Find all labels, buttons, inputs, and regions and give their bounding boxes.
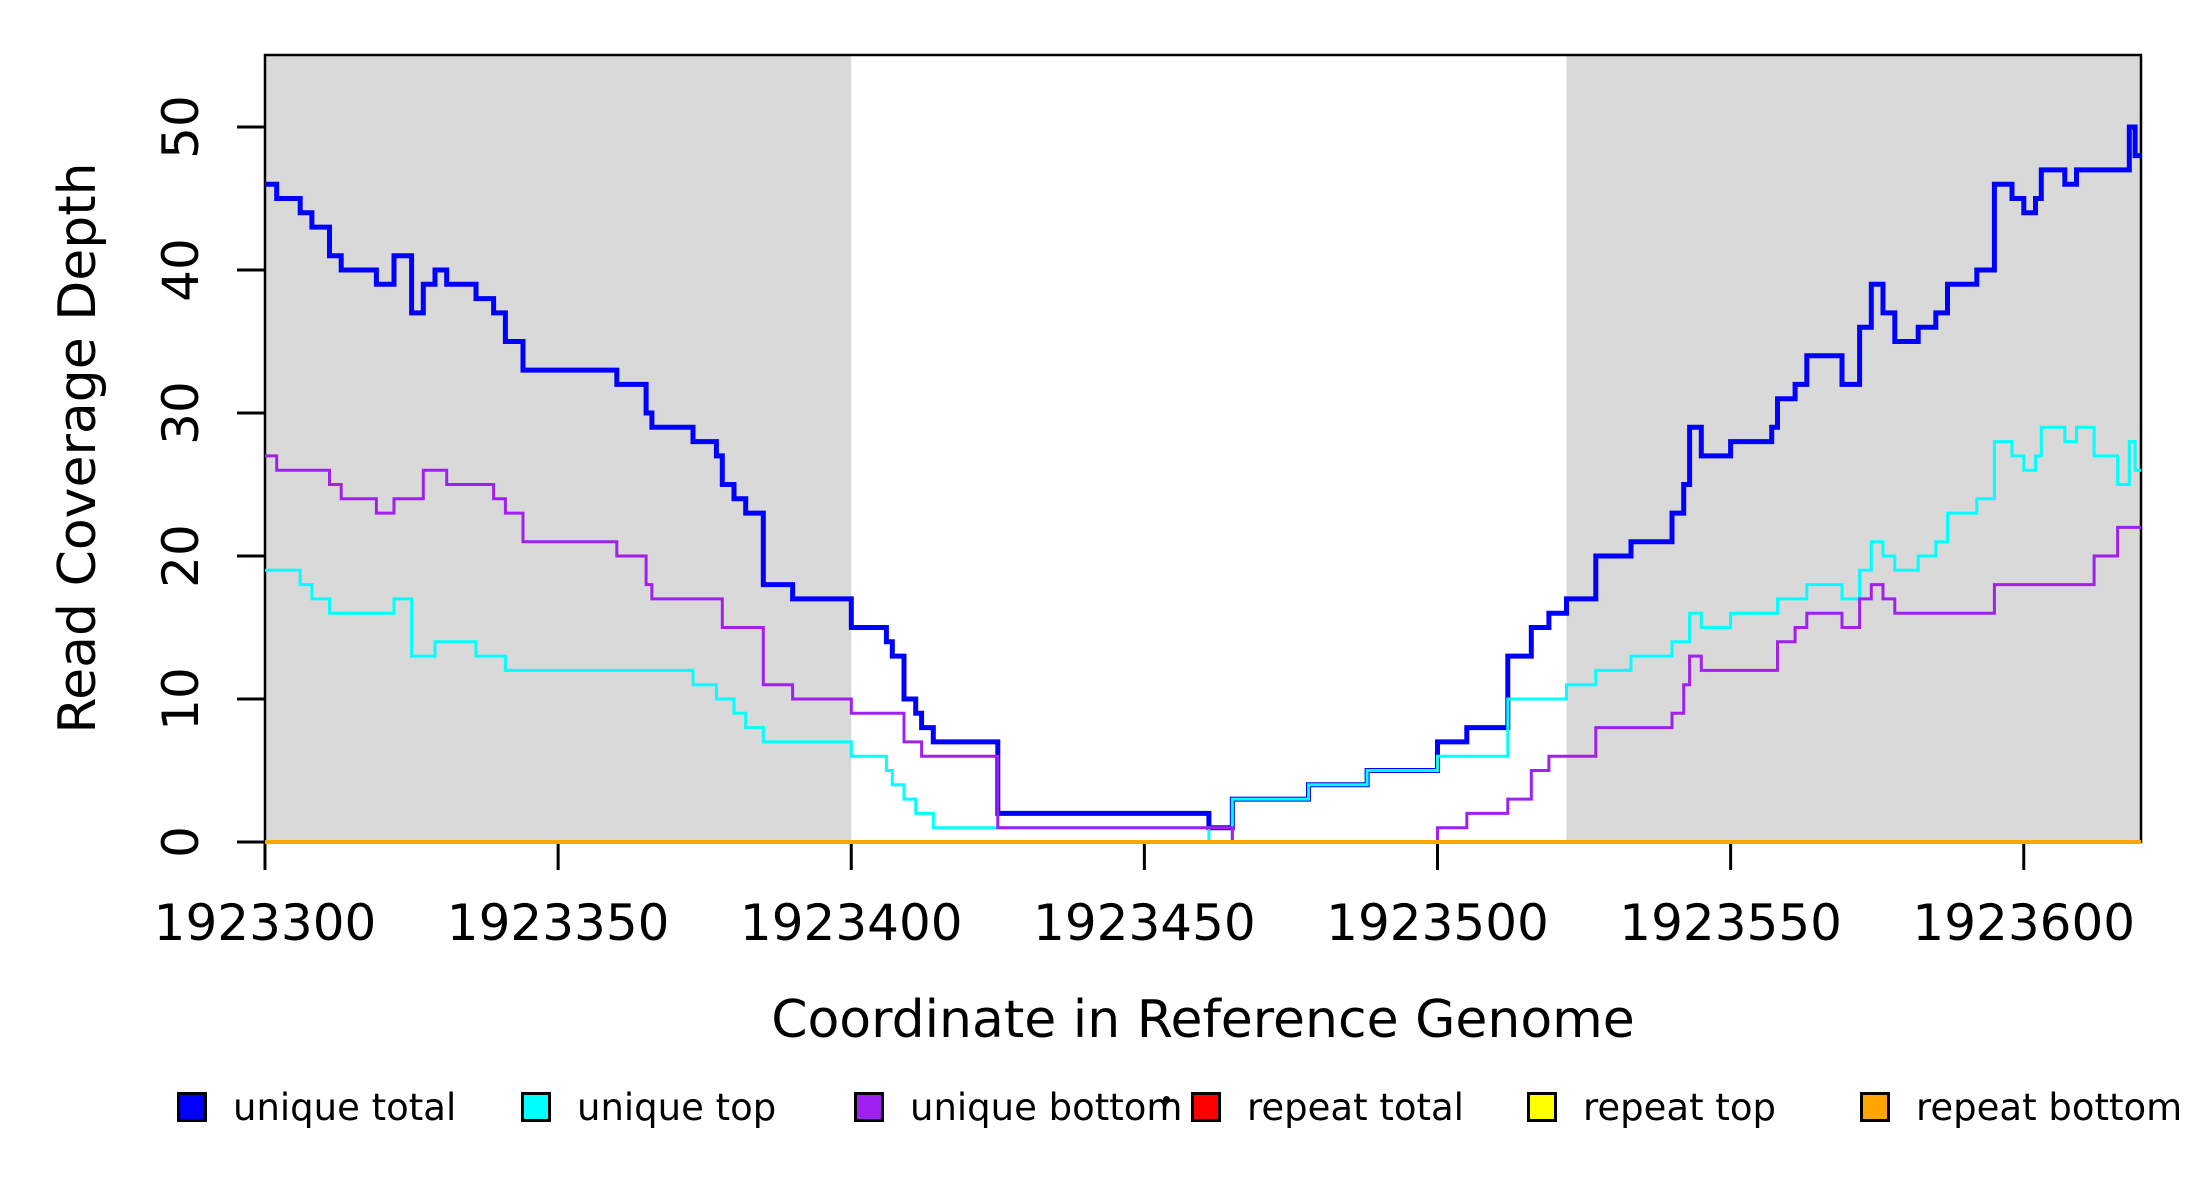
legend-swatch-repeat-top xyxy=(1527,1092,1557,1122)
x-tick-label: 1923350 xyxy=(447,894,670,952)
legend-swatch-repeat-total xyxy=(1191,1092,1221,1122)
y-tick-label: 0 xyxy=(152,826,210,858)
legend-label: repeat bottom xyxy=(1916,1086,2183,1129)
legend-label: unique bottom xyxy=(910,1086,1183,1129)
legend-swatch-unique-bottom xyxy=(854,1092,884,1122)
x-tick-label: 1923550 xyxy=(1619,894,1842,952)
legend-label: repeat top xyxy=(1583,1086,1776,1129)
x-tick-label: 1923450 xyxy=(1033,894,1256,952)
x-tick-label: 1923600 xyxy=(1912,894,2135,952)
y-axis-title: Read Coverage Depth xyxy=(48,162,108,734)
legend-swatch-unique-top xyxy=(521,1092,551,1122)
y-tick-label: 20 xyxy=(152,524,210,588)
y-tick-label: 30 xyxy=(152,381,210,445)
y-tick-label: 40 xyxy=(152,238,210,302)
series-line-unique-top xyxy=(265,425,2141,844)
shaded-region-1 xyxy=(1566,55,2141,842)
legend-label: unique total xyxy=(233,1086,457,1129)
legend-label: unique top xyxy=(577,1086,777,1129)
legend-swatch-unique-total xyxy=(177,1092,207,1122)
y-tick-label: 50 xyxy=(152,95,210,159)
x-tick-label: 1923500 xyxy=(1326,894,1549,952)
legend-artifact-dot xyxy=(1163,1096,1170,1103)
legend-swatch-repeat-bottom xyxy=(1860,1092,1890,1122)
x-tick-label: 1923400 xyxy=(740,894,963,952)
x-axis-title: Coordinate in Reference Genome xyxy=(771,990,1635,1050)
shaded-region-0 xyxy=(265,55,852,842)
y-tick-label: 10 xyxy=(152,667,210,731)
x-tick-label: 1923300 xyxy=(154,894,377,952)
legend: unique total unique top unique bottom repea… xyxy=(0,1082,2200,1152)
legend-label: repeat total xyxy=(1247,1086,1464,1129)
